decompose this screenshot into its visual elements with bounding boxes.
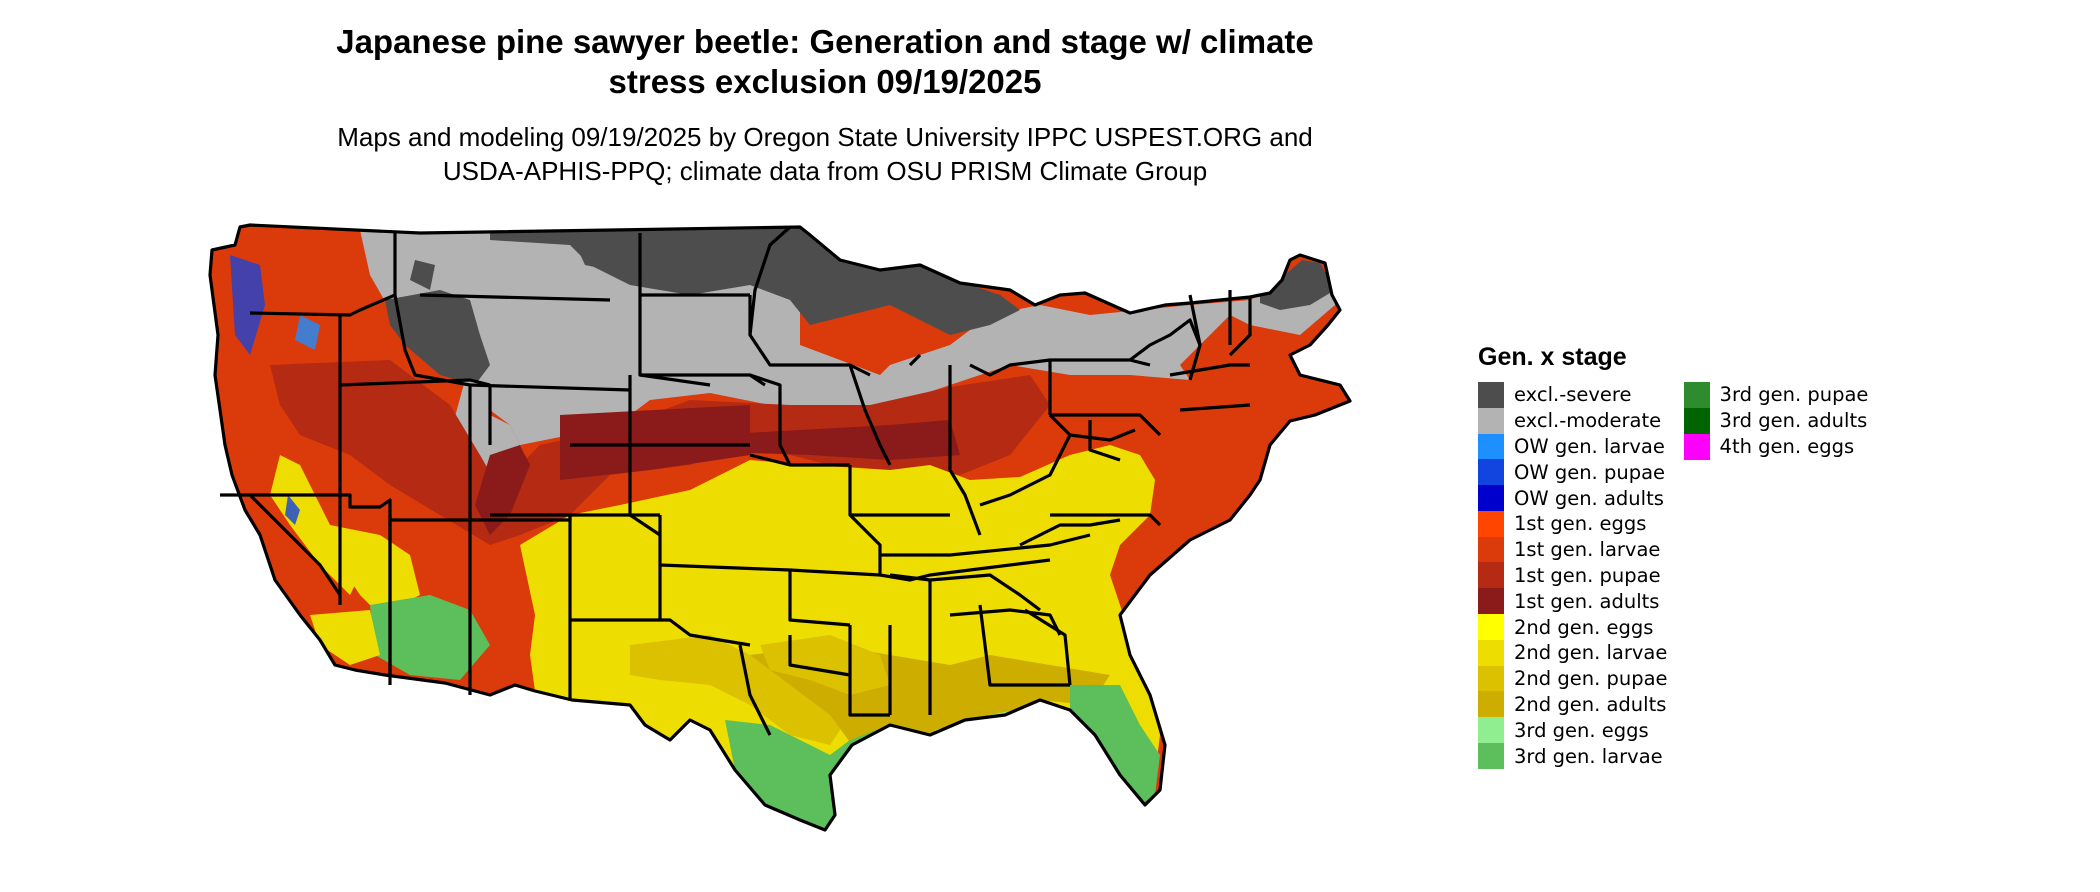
stage-regions	[210, 225, 1350, 830]
legend-label: 1st gen. pupae	[1514, 563, 1661, 587]
legend-label: 2nd gen. larvae	[1514, 641, 1668, 665]
legend-label: 4th gen. eggs	[1719, 434, 1855, 458]
legend-swatch	[1478, 485, 1504, 512]
legend-title: Gen. x stage	[1478, 343, 1627, 371]
legend-item: 3rd gen. eggs	[1478, 717, 1668, 744]
legend-swatch	[1478, 433, 1504, 460]
legend-item: excl.-moderate	[1478, 407, 1668, 434]
legend-label: 2nd gen. pupae	[1514, 667, 1668, 691]
legend-label: 3rd gen. eggs	[1514, 718, 1649, 742]
legend-item: 1st gen. adults	[1478, 588, 1668, 615]
legend-item: OW gen. larvae	[1478, 433, 1668, 460]
legend-swatch	[1478, 407, 1504, 434]
legend-item: 3rd gen. adults	[1683, 407, 1869, 434]
legend-label: 3rd gen. adults	[1719, 409, 1868, 433]
legend-label: OW gen. adults	[1514, 486, 1664, 510]
legend-swatch	[1478, 510, 1504, 537]
map-title: Japanese pine sawyer beetle: Generation …	[250, 22, 1400, 102]
legend-item: 3rd gen. larvae	[1478, 743, 1668, 770]
us-map-svg	[208, 223, 1352, 832]
legend-swatch	[1478, 743, 1504, 770]
legend-label: OW gen. larvae	[1514, 434, 1665, 458]
legend: Gen. x stage excl.-severe excl.-moderate…	[1478, 342, 1869, 770]
legend-label: 2nd gen. adults	[1514, 692, 1667, 716]
legend-swatch	[1478, 562, 1504, 589]
title-line-1: Japanese pine sawyer beetle: Generation …	[336, 23, 1314, 60]
legend-item: 1st gen. larvae	[1478, 536, 1668, 563]
legend-swatch	[1478, 459, 1504, 486]
title-line-2: stress exclusion 09/19/2025	[608, 63, 1042, 100]
legend-item: 2nd gen. eggs	[1478, 614, 1668, 641]
legend-swatch	[1478, 639, 1504, 666]
us-map	[190, 215, 1480, 890]
legend-label: 3rd gen. pupae	[1719, 383, 1869, 407]
legend-item: OW gen. pupae	[1478, 459, 1668, 486]
legend-item: 2nd gen. adults	[1478, 691, 1668, 718]
legend-swatch	[1478, 536, 1504, 563]
legend-item: 4th gen. eggs	[1683, 433, 1869, 460]
legend-swatch	[1683, 433, 1710, 460]
legend-swatch	[1683, 407, 1710, 434]
subtitle-line-1: Maps and modeling 09/19/2025 by Oregon S…	[337, 122, 1313, 152]
state-borders	[208, 223, 1352, 832]
legend-swatch	[1478, 614, 1504, 641]
legend-swatch	[1478, 381, 1504, 408]
legend-item: OW gen. adults	[1478, 485, 1668, 512]
legend-label: 1st gen. eggs	[1514, 512, 1647, 536]
legend-item: 3rd gen. pupae	[1683, 381, 1869, 408]
legend-label: excl.-moderate	[1514, 409, 1662, 433]
legend-item: 1st gen. eggs	[1478, 510, 1668, 537]
legend-label: 1st gen. larvae	[1514, 538, 1661, 562]
legend-label: 1st gen. adults	[1514, 589, 1660, 613]
legend-swatch	[1683, 381, 1710, 408]
legend-label: 3rd gen. larvae	[1514, 744, 1663, 768]
legend-item: 1st gen. pupae	[1478, 562, 1668, 589]
legend-item: excl.-severe	[1478, 381, 1668, 408]
legend-label: 2nd gen. eggs	[1514, 615, 1654, 639]
legend-item: 2nd gen. pupae	[1478, 665, 1668, 692]
legend-label: OW gen. pupae	[1514, 460, 1666, 484]
subtitle-line-2: USDA-APHIS-PPQ; climate data from OSU PR…	[442, 156, 1208, 186]
legend-swatch	[1478, 588, 1504, 615]
legend-swatch	[1478, 717, 1504, 744]
legend-column-1: excl.-severe excl.-moderate OW gen. larv…	[1478, 381, 1668, 770]
legend-item: 2nd gen. larvae	[1478, 639, 1668, 666]
legend-swatch	[1478, 691, 1504, 718]
legend-column-2: 3rd gen. pupae 3rd gen. adults 4th gen. …	[1683, 381, 1869, 769]
legend-label: excl.-severe	[1514, 383, 1632, 407]
map-subtitle: Maps and modeling 09/19/2025 by Oregon S…	[250, 120, 1400, 188]
legend-swatch	[1478, 665, 1504, 692]
